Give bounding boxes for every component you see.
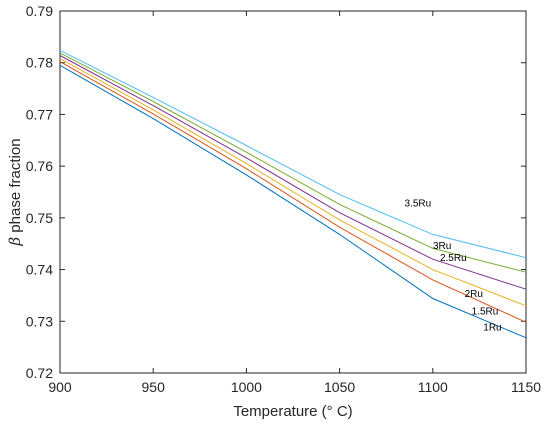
series-label-2.5Ru: 2.5Ru — [440, 253, 467, 264]
y-axis-label: β phase fraction — [6, 138, 24, 246]
series-line-2Ru — [59, 58, 527, 307]
series-line-1Ru — [59, 64, 527, 339]
series-label-1Ru: 1Ru — [483, 323, 501, 334]
series-lines — [59, 49, 527, 339]
y-tick-label: 0.73 — [26, 313, 53, 329]
series-line-3Ru — [59, 52, 527, 273]
series-line-3.5Ru — [59, 49, 527, 259]
y-tick-label: 0.77 — [26, 106, 53, 122]
x-tick-label: 1100 — [418, 379, 448, 395]
y-tick-label: 0.75 — [26, 210, 53, 226]
x-axis-label: Temperature (° C) — [233, 403, 352, 420]
y-tick-label: 0.72 — [26, 365, 53, 381]
series-label-2Ru: 2Ru — [465, 289, 483, 300]
y-axis-label-symbol: β — [6, 237, 24, 247]
y-tick-label: 0.78 — [26, 55, 53, 71]
x-tick-label: 900 — [48, 379, 72, 395]
x-axis-ticks: 900 950 1000 1050 1100 1150 — [48, 11, 541, 395]
series-line-1.5Ru — [59, 61, 527, 323]
series-label-3Ru: 3Ru — [433, 241, 451, 252]
y-tick-label: 0.79 — [26, 3, 53, 19]
x-tick-label: 1000 — [231, 379, 262, 395]
y-tick-label: 0.76 — [26, 158, 53, 174]
y-tick-label: 0.74 — [26, 262, 53, 278]
series-line-2.5Ru — [59, 55, 527, 290]
x-tick-label: 1150 — [511, 379, 541, 395]
series-label-3.5Ru: 3.5Ru — [405, 198, 432, 209]
y-axis-label-text: phase fraction — [7, 138, 24, 236]
x-tick-label: 950 — [142, 379, 166, 395]
y-axis-ticks: 0.72 0.73 0.74 0.75 0.76 0.77 0.78 0.79 — [26, 3, 526, 381]
series-label-1.5Ru: 1.5Ru — [472, 307, 499, 318]
x-tick-label: 1050 — [324, 379, 355, 395]
